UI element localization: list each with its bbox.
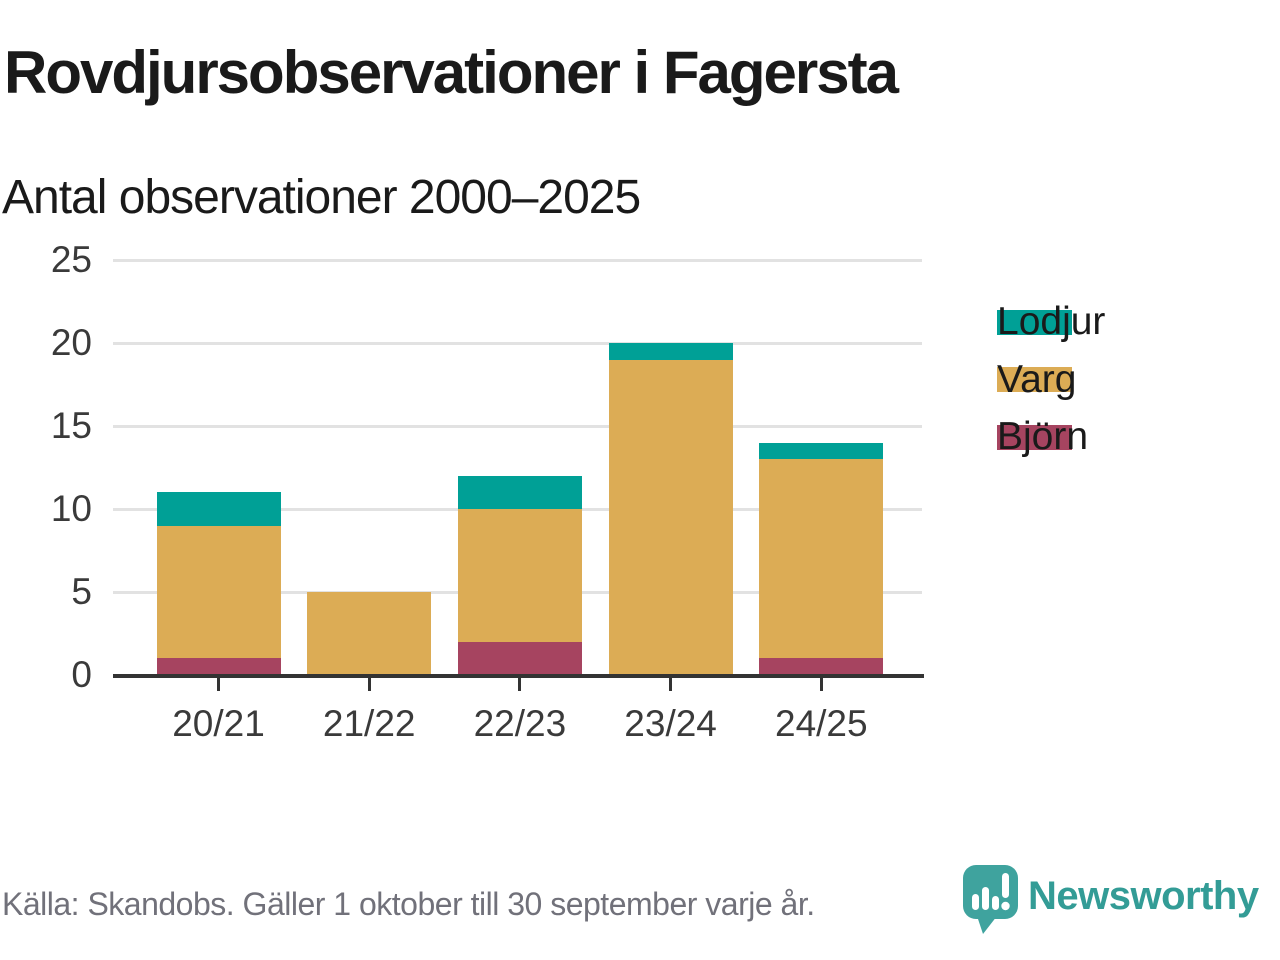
x-axis-line	[113, 674, 924, 678]
legend-label: Varg	[997, 357, 1077, 401]
gridline	[113, 258, 922, 262]
x-tick-mark	[518, 678, 522, 691]
legend-swatch	[997, 424, 1072, 450]
x-tick-label: 24/25	[775, 703, 868, 744]
bar-segment-lodjur	[156, 492, 281, 526]
y-tick-label: 15	[50, 405, 92, 446]
y-tick-label: 20	[50, 322, 92, 363]
legend-label: Björn	[997, 415, 1089, 458]
x-tick-mark	[367, 678, 371, 691]
bar-segment-varg	[307, 592, 432, 675]
y-tick-label: 25	[50, 239, 92, 280]
bar-segment-varg	[608, 359, 733, 675]
gridline	[113, 341, 922, 345]
gridline	[113, 424, 922, 428]
y-tick-label: 10	[50, 488, 92, 529]
legend-swatch	[997, 367, 1072, 392]
bar-segment-varg	[457, 509, 582, 642]
bar-segment-lodjur	[759, 442, 884, 460]
x-tick-label: 21/22	[322, 703, 416, 744]
page-title: Rovdjursobservationer i Fagersta	[4, 39, 899, 106]
legend-label: Lodjur	[997, 300, 1106, 343]
bar-segment-lodjur	[608, 343, 733, 360]
x-tick-mark	[217, 678, 220, 691]
bar-segment-bjorn	[156, 658, 281, 675]
x-tick-label: 20/21	[172, 703, 265, 744]
bar-segment-varg	[156, 525, 281, 659]
newsworthy-logo-icon	[963, 865, 1018, 934]
y-tick-label: 5	[71, 571, 92, 612]
bar-segment-lodjur	[457, 475, 582, 509]
bar-segment-varg	[759, 459, 884, 659]
legend-swatch	[997, 309, 1072, 335]
x-tick-label: 23/24	[624, 703, 717, 744]
x-tick-mark	[819, 678, 823, 691]
y-tick-label: 0	[71, 654, 92, 695]
bar-segment-bjorn	[457, 641, 582, 675]
bar-segment-bjorn	[759, 658, 884, 675]
x-tick-mark	[669, 678, 673, 691]
source-note: Källa: Skandobs. Gäller 1 oktober till 3…	[2, 886, 815, 922]
brand-name: Newsworthy	[1028, 874, 1259, 918]
x-tick-label: 22/23	[473, 703, 567, 744]
chart-subtitle: Antal observationer 2000–2025	[2, 171, 641, 224]
